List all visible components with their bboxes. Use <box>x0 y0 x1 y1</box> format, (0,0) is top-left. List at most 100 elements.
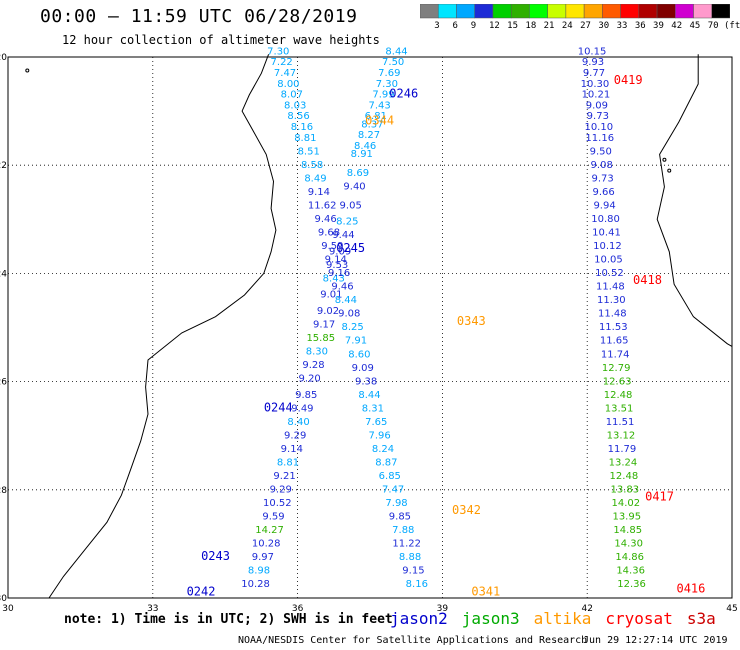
lat-tick-label: -20 <box>0 53 7 63</box>
legend-item-s3a: s3a <box>686 609 716 628</box>
swh-value: 8.58 <box>301 160 323 171</box>
island-marker <box>25 68 30 73</box>
swh-value: 8.25 <box>341 322 363 333</box>
swh-value: 9.29 <box>270 485 292 496</box>
swh-value: 7.69 <box>378 68 400 79</box>
pass-label: 0244 <box>264 400 293 414</box>
legend-item-jason3: jason3 <box>461 609 520 628</box>
lon-tick-label: 36 <box>292 604 304 614</box>
page-subtitle: 12 hour collection of altimeter wave hei… <box>62 33 380 47</box>
page-title: 00:00 – 11:59 UTC 06/28/2019 <box>40 6 358 27</box>
swh-value: 9.17 <box>313 320 335 331</box>
swh-value: 8.25 <box>336 217 358 228</box>
swh-value: 12.79 <box>602 363 631 374</box>
swh-value: 8.07 <box>281 90 303 101</box>
track-0244: 7.307.227.478.008.078.038.568.168.818.51… <box>267 46 428 590</box>
legend-item-altika: altika <box>533 609 592 628</box>
lat-tick-label: -30 <box>0 594 7 604</box>
swh-value: 10.80 <box>591 214 620 225</box>
lat-tick-label: -22 <box>0 161 7 171</box>
swh-value: 9.94 <box>593 200 615 211</box>
scale-label: 6 <box>452 21 458 31</box>
swh-value: 14.85 <box>613 525 642 536</box>
credit-text: NOAA/NESDIS Center for Satellite Applica… <box>238 635 588 646</box>
swh-value: 8.98 <box>248 566 270 577</box>
swh-value: 15.85 <box>306 333 335 344</box>
swh-value: 8.56 <box>287 111 309 122</box>
scale-label: 36 <box>634 21 646 31</box>
swh-value: 9.93 <box>582 57 604 68</box>
swh-value: 9.14 <box>281 444 303 455</box>
scale-label: 45 <box>689 21 701 31</box>
swh-value: 7.30 <box>376 79 398 90</box>
swh-value: 7.50 <box>382 57 404 68</box>
pass-label: 0343 <box>457 314 486 328</box>
swh-value: 8.27 <box>358 130 380 141</box>
swh-value: 7.30 <box>267 46 289 57</box>
lat-tick-label: -26 <box>0 378 7 388</box>
swh-value: 7.65 <box>365 417 387 428</box>
scale-label: 3 <box>434 21 440 31</box>
lon-tick-label: 39 <box>437 604 449 614</box>
swh-value: 8.51 <box>298 146 320 157</box>
swh-value: 11.30 <box>597 295 626 306</box>
swh-value: 12.48 <box>610 471 639 482</box>
pass-label: 0344 <box>365 114 394 128</box>
swh-value: 9.08 <box>338 309 360 320</box>
swh-value: 9.09 <box>586 100 608 111</box>
footer-note: note: 1) Time is in UTC; 2) SWH is in fe… <box>64 612 393 627</box>
swh-value: 9.40 <box>343 182 365 193</box>
swh-value: 9.14 <box>308 187 330 198</box>
scale-label: 70 (ft) <box>707 21 740 31</box>
swh-value: 14.27 <box>255 525 284 536</box>
swh-value: 14.02 <box>611 498 640 509</box>
swh-value: 8.81 <box>277 457 299 468</box>
scale-label: 27 <box>580 21 591 31</box>
lon-tick-label: 33 <box>147 604 158 614</box>
swh-value: 9.50 <box>590 146 612 157</box>
swh-value: 7.99 <box>372 90 394 101</box>
pass-label: 0419 <box>614 73 643 87</box>
lon-tick-label: 42 <box>581 604 592 614</box>
swh-value: 9.85 <box>295 390 317 401</box>
legend-item-cryosat: cryosat <box>605 609 673 628</box>
swh-value: 10.12 <box>593 241 622 252</box>
swh-value: 9.85 <box>389 512 411 523</box>
swh-value: 11.48 <box>596 282 625 293</box>
lon-tick-label: 30 <box>2 604 14 614</box>
swh-value: 7.98 <box>385 498 407 509</box>
swh-value: 9.28 <box>302 360 324 371</box>
scale-label: 42 <box>671 21 683 31</box>
swh-value: 9.08 <box>591 160 613 171</box>
swh-value: 8.43 <box>323 274 345 285</box>
pass-label: 0243 <box>201 549 230 563</box>
swh-value: 8.88 <box>399 552 421 563</box>
swh-value: 6.81 <box>365 111 387 122</box>
satellite-legend: jason2 jason3 altika cryosat s3a <box>390 609 730 628</box>
swh-value: 9.20 <box>299 374 321 385</box>
scale-label: 18 <box>525 21 537 31</box>
swh-value: 9.68 <box>318 228 340 239</box>
scale-label: 12 <box>488 21 500 31</box>
pass-label: 0416 <box>676 582 705 596</box>
swh-value: 10.05 <box>594 255 623 266</box>
swh-value: 7.22 <box>271 57 293 68</box>
swh-value: 9.49 <box>291 403 313 414</box>
scale-label: 15 <box>507 21 519 31</box>
swh-value: 11.51 <box>606 417 635 428</box>
swh-value: 8.31 <box>362 403 384 414</box>
color-scale-bar <box>420 4 730 19</box>
swh-value: 8.69 <box>347 168 369 179</box>
scale-label: 30 <box>598 21 610 31</box>
pass-label: 0246 <box>389 87 418 101</box>
swh-value: 11.16 <box>585 133 614 144</box>
swh-value: 10.15 <box>578 46 607 57</box>
scale-label: 9 <box>470 21 477 31</box>
swh-value: 9.53 <box>326 260 348 271</box>
swh-value: 13.24 <box>609 457 638 468</box>
legend-item-jason2: jason2 <box>390 609 448 628</box>
swh-value: 11.48 <box>598 309 627 320</box>
swh-value: 9.46 <box>331 282 353 293</box>
scale-label: 24 <box>561 21 573 31</box>
